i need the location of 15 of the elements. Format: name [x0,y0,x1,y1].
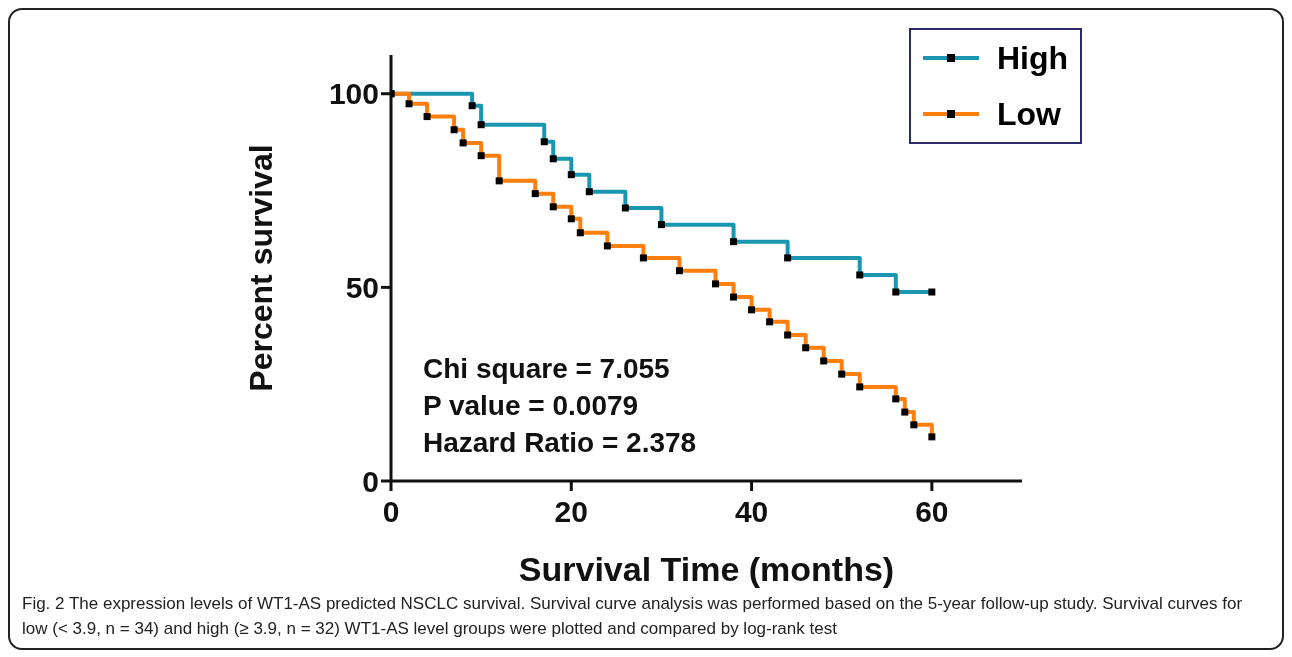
x-tick-label: 40 [734,495,769,529]
annotation: P value = 0.0079 [423,389,640,423]
annotation: Hazard Ratio = 2.378 [423,426,697,460]
x-tick-label: 20 [554,495,588,529]
x-tick-label: 0 [382,495,400,529]
annotation: Chi square = 7.055 [423,352,671,386]
caption: Fig. 2 The expression levels of WT1-AS predicted NSCLC survival. Survival curve analysis was performed based on the 5-year follow-up study. Survival curves for low (< 3.9, n = 34) and high (≥ 3.9, n = 32) WT1-AS level groups were plotted and compared by log-rank test [21,593,1244,640]
legend-label: High [996,39,1068,77]
legend-label: Low [996,95,1061,133]
y-tick-label: 100 [328,77,379,111]
x-tick-label: 60 [915,495,949,529]
y-axis-title: Percent survival [243,144,280,392]
y-tick-label: 0 [362,464,379,498]
x-axis-title: Survival Time (months) [518,550,895,588]
y-tick-label: 50 [345,271,379,305]
